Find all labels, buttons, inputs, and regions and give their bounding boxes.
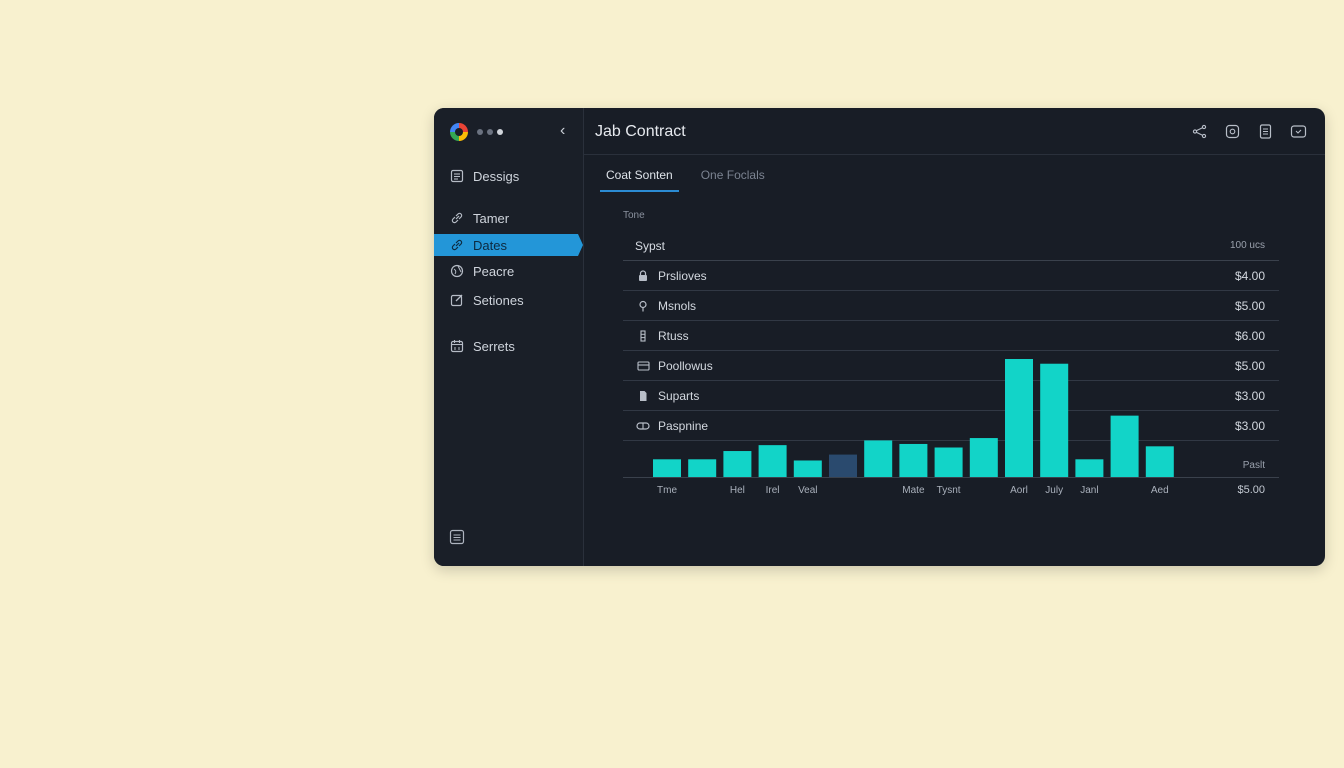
row-value: $6.00 [1234,329,1265,343]
chart-bar [829,454,857,477]
chart-bar [899,443,928,477]
table-row[interactable]: Suparts $3.00 [623,381,1279,411]
sidebar-item-label: Dessigs [473,168,520,184]
file-icon [636,389,650,402]
chart-tick-label: Aed [1151,485,1169,496]
price-table: Sypst 100 ucs Prslioves $4.00 Msnols $5.… [623,230,1279,441]
row-value: $4.00 [1234,269,1265,283]
chart-bar [1110,415,1139,477]
sidebar-item-tamer[interactable]: Tamer [434,207,583,229]
lock-icon [636,269,650,282]
share-icon[interactable] [1191,123,1208,140]
table-row[interactable]: Rtuss $6.00 [623,321,1279,351]
sidebar-item-label: Serrets [473,338,515,354]
card-icon [636,359,650,372]
document-icon [449,168,465,184]
chart-tick-label: Tme [657,485,677,496]
row-label: Msnols [658,299,697,313]
chart-tick-label: Veal [798,485,817,496]
sidebar-item-peacre[interactable]: Peacre [434,260,583,282]
section-label: Tone [623,210,645,221]
table-header-left: Sypst [635,239,666,253]
tab-bar: Coat Sonten One Foclals [600,166,771,192]
chart-tick-label: Irel [766,485,780,496]
tab-one-foclals[interactable]: One Foclals [700,168,765,182]
bar-chart: Tme Hel Irel Veal Mate Tysnt Aorl July Janl Aed Pa… [623,359,1279,499]
sidebar-item-label: Tamer [473,210,510,226]
chart-bar [653,459,681,477]
chart-bar [1040,363,1069,477]
link-icon [449,210,465,226]
table-row[interactable]: Prslioves $4.00 [623,261,1279,291]
chart-total-value: $5.00 [1237,484,1265,496]
chart-right-label: Paslt [1243,460,1265,471]
row-value: $3.00 [1234,389,1265,403]
app-window: ‹ Dessigs Tamer Dates Peacre [434,108,1325,566]
main-panel: Jab Contract Coat Sonten One Foclals [584,108,1325,566]
row-label: Suparts [658,389,700,403]
chart-bar [758,445,787,477]
sidebar-item-serrets[interactable]: Serrets [434,335,583,357]
chart-tick-label: Janl [1080,485,1098,496]
top-bar: Jab Contract [584,108,1325,155]
chart-bar [1145,446,1174,477]
pill-icon [636,419,650,432]
clipboard-icon[interactable] [1257,123,1274,140]
globe-icon [449,263,465,279]
chart-tick-label: Tysnt [937,485,961,496]
sidebar-item-setiones[interactable]: Setiones [434,289,583,311]
chart-bar [793,460,822,477]
settings-icon[interactable] [1224,123,1241,140]
table-row[interactable]: Paspnine $3.00 [623,411,1279,441]
table-row[interactable]: Poollowus $5.00 [623,351,1279,381]
chart-bar [723,451,752,477]
link-icon [449,237,465,253]
chart-bar [688,459,717,477]
row-label: Prslioves [658,269,707,283]
google-logo-icon [450,123,468,141]
chart-tick-label: July [1045,485,1063,496]
table-header-right: 100 ucs [1229,240,1265,251]
sidebar-item-label: Setiones [473,292,524,308]
sidebar: ‹ Dessigs Tamer Dates Peacre [434,108,584,566]
chat-icon[interactable] [1290,123,1307,140]
chart-bar [969,438,998,477]
page-title: Jab Contract [595,123,686,140]
sidebar-item-dates[interactable]: Dates [434,234,583,256]
tab-coat-sonten[interactable]: Coat Sonten [600,166,679,192]
chart-bar [864,440,893,477]
sidebar-item-dessigs[interactable]: Dessigs [434,165,583,187]
window-dots-icon [477,129,503,135]
chart-bar [1005,359,1033,477]
bars-icon [636,329,650,342]
row-value: $5.00 [1234,359,1265,373]
chart-tick-label: Aorl [1010,485,1028,496]
table-header: Sypst 100 ucs [623,230,1279,261]
row-value: $5.00 [1234,299,1265,313]
pin-icon [636,299,650,312]
row-label: Paspnine [658,419,709,433]
table-row[interactable]: Msnols $5.00 [623,291,1279,321]
chart-bar [1075,459,1104,477]
chart-tick-label: Hel [730,485,745,496]
row-label: Rtuss [658,329,689,343]
edit-icon [449,292,465,308]
calendar-icon [449,338,465,354]
row-value: $3.00 [1234,419,1265,433]
chart-bar [934,447,963,477]
notes-icon[interactable] [449,529,465,545]
toolbar [1191,123,1307,140]
chart-tick-label: Mate [902,485,925,496]
bar-chart-svg: Tme Hel Irel Veal Mate Tysnt Aorl July Janl Aed Pa… [623,359,1279,496]
collapse-sidebar-button[interactable]: ‹ [560,122,566,139]
sidebar-item-label: Peacre [473,263,515,279]
sidebar-item-label: Dates [473,237,507,253]
row-label: Poollowus [658,359,713,373]
